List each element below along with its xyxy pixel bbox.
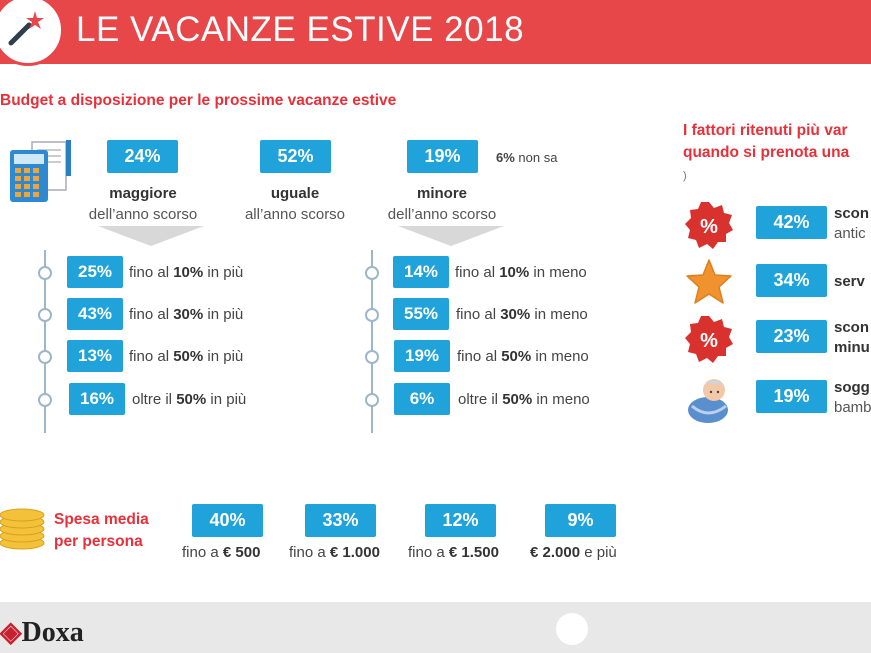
fattore-value: 42% xyxy=(756,206,827,239)
more-row-value: 16% xyxy=(69,383,125,415)
more-row-value: 25% xyxy=(67,256,123,288)
page-title: LE VACANZE ESTIVE 2018 xyxy=(76,10,525,49)
less-row-label: fino al 10% in meno xyxy=(455,264,587,281)
fattore-value: 19% xyxy=(756,380,827,413)
budget-more-sub: dell’anno scorso xyxy=(88,206,198,223)
less-row-value: 14% xyxy=(393,256,449,288)
fattore-label: serv xyxy=(834,273,865,290)
less-row-label: fino al 30% in meno xyxy=(456,306,588,323)
fattori-note: ) xyxy=(683,170,687,182)
fattore-label: scon antic xyxy=(834,205,870,242)
fattori-title-line2: quando si prenota una xyxy=(683,144,850,161)
fattore-value: 23% xyxy=(756,320,827,353)
spesa-label: fino a € 1.000 xyxy=(289,544,380,561)
spesa-label: € 2.000 e più xyxy=(530,544,617,561)
magic-wand-logo xyxy=(0,0,64,66)
timeline-line xyxy=(44,250,46,433)
more-row-value: 13% xyxy=(67,340,123,372)
more-row-label: fino al 10% in più xyxy=(129,264,244,281)
less-row-value: 19% xyxy=(394,340,450,372)
spesa-title-line1: Spesa media xyxy=(54,511,149,528)
footer-bar xyxy=(0,602,871,653)
fattori-title-line1: I fattori ritenuti più var xyxy=(683,122,848,139)
fattore-value: 34% xyxy=(756,264,827,297)
chevron-down-icon xyxy=(398,226,504,246)
budget-section-title: Budget a disposizione per le prossime va… xyxy=(0,92,397,109)
less-row-value: 6% xyxy=(394,383,450,415)
spesa-value: 9% xyxy=(545,504,616,537)
timeline-dot xyxy=(38,393,52,407)
timeline-dot xyxy=(365,350,379,364)
timeline-dot xyxy=(38,266,52,280)
timeline-dot xyxy=(38,308,52,322)
budget-less-sub: dell’anno scorso xyxy=(387,206,497,223)
more-row-label: fino al 30% in più xyxy=(129,306,244,323)
timeline-dot xyxy=(38,350,52,364)
header-bar xyxy=(0,0,871,64)
chevron-down-icon xyxy=(98,226,204,246)
timeline-dot xyxy=(365,308,379,322)
less-row-label: oltre il 50% in meno xyxy=(458,391,590,408)
svg-text:%: % xyxy=(700,216,718,238)
non-sa-label: 6% non sa xyxy=(496,150,557,165)
magic-wand-icon xyxy=(8,11,44,46)
spesa-label: fino a € 500 xyxy=(182,544,261,561)
calculator-icon xyxy=(10,140,71,202)
more-row-label: fino al 50% in più xyxy=(129,348,244,365)
spesa-value: 12% xyxy=(425,504,496,537)
non-sa-value: 6% xyxy=(496,150,515,165)
budget-more-label: maggiore xyxy=(109,185,177,202)
budget-same-sub: all’anno scorso xyxy=(244,206,346,223)
fattore-label: sogg bamb xyxy=(834,379,871,416)
spesa-label: fino a € 1.500 xyxy=(408,544,499,561)
home-button[interactable] xyxy=(556,613,588,645)
budget-less-value: 19% xyxy=(407,140,478,173)
budget-more-value: 24% xyxy=(107,140,178,173)
baby-icon xyxy=(688,379,728,423)
coins-icon xyxy=(0,508,45,550)
star-icon xyxy=(686,259,732,304)
less-row-label: fino al 50% in meno xyxy=(457,348,589,365)
percent-badge-icon: % xyxy=(685,316,733,363)
percent-badge-icon: % xyxy=(685,202,733,249)
timeline-dot xyxy=(365,266,379,280)
doxa-logo-icon: ◈ xyxy=(0,617,22,648)
budget-same-value: 52% xyxy=(260,140,331,173)
less-row-value: 55% xyxy=(393,298,449,330)
doxa-logo: ◈Doxa xyxy=(0,617,84,648)
spesa-value: 33% xyxy=(305,504,376,537)
timeline-dot xyxy=(365,393,379,407)
non-sa-text: non sa xyxy=(518,150,558,165)
timeline-line xyxy=(371,250,373,433)
budget-same-label: uguale xyxy=(270,185,320,202)
spesa-value: 40% xyxy=(192,504,263,537)
svg-text:%: % xyxy=(700,330,718,352)
fattore-label: scon minu xyxy=(834,319,870,356)
more-row-label: oltre il 50% in più xyxy=(132,391,247,408)
more-row-value: 43% xyxy=(67,298,123,330)
spesa-title-line2: per persona xyxy=(54,533,143,550)
budget-less-label: minore xyxy=(416,185,467,202)
